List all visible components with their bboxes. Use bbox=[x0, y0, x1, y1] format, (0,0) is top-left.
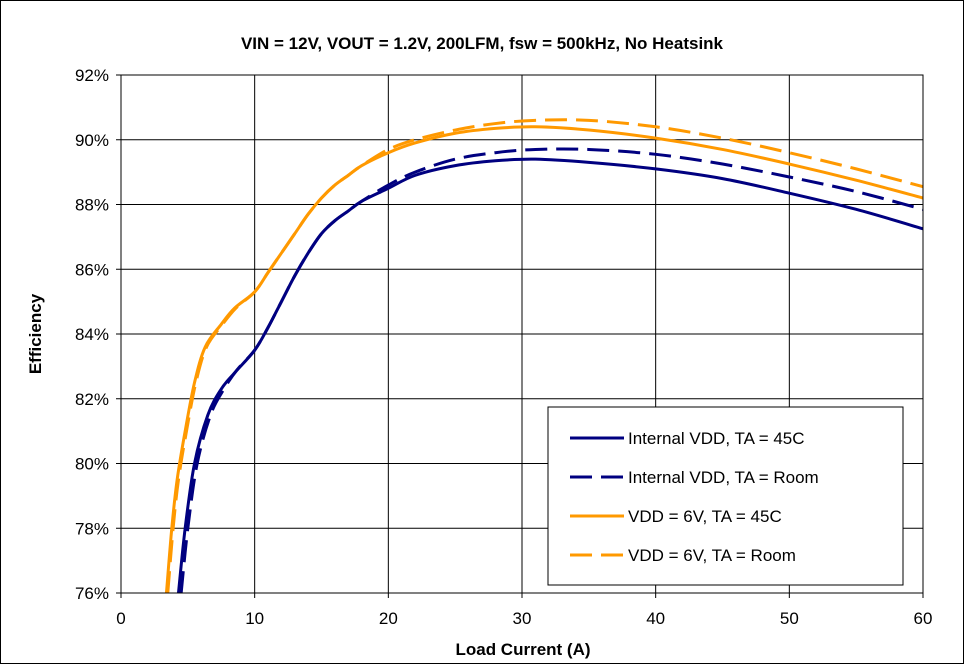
legend-label-1: Internal VDD, TA = 45C bbox=[628, 429, 805, 448]
x-tick-label: 10 bbox=[245, 609, 264, 628]
y-tick-label: 78% bbox=[75, 519, 109, 538]
y-axis-ticks: 76% 78% 80% 82% 84% 86% 88% 90% 92% bbox=[75, 66, 121, 603]
legend-label-3: VDD = 6V, TA = 45C bbox=[628, 507, 782, 526]
y-axis-title: Efficiency bbox=[26, 293, 45, 374]
x-tick-label: 0 bbox=[116, 609, 125, 628]
x-axis-ticks: 0 10 20 30 40 50 60 bbox=[116, 593, 932, 628]
x-tick-label: 50 bbox=[780, 609, 799, 628]
series-line-4 bbox=[166, 118, 923, 593]
grid bbox=[121, 75, 923, 593]
y-tick-label: 88% bbox=[75, 196, 109, 215]
y-tick-label: 76% bbox=[75, 584, 109, 603]
y-tick-label: 90% bbox=[75, 131, 109, 150]
x-tick-label: 40 bbox=[646, 609, 665, 628]
x-tick-label: 20 bbox=[379, 609, 398, 628]
y-tick-label: 84% bbox=[75, 325, 109, 344]
y-tick-label: 86% bbox=[75, 260, 109, 279]
series-lines bbox=[164, 118, 923, 593]
series-line-2 bbox=[179, 147, 923, 593]
x-tick-label: 60 bbox=[914, 609, 933, 628]
x-axis-title: Load Current (A) bbox=[455, 640, 590, 659]
legend-label-2: Internal VDD, TA = Room bbox=[628, 468, 819, 487]
y-tick-label: 92% bbox=[75, 66, 109, 85]
chart-title: VIN = 12V, VOUT = 1.2V, 200LFM, fsw = 50… bbox=[241, 34, 724, 53]
y-tick-label: 80% bbox=[75, 455, 109, 474]
legend: Internal VDD, TA = 45C Internal VDD, TA =… bbox=[547, 406, 904, 586]
y-tick-label: 82% bbox=[75, 390, 109, 409]
x-tick-label: 30 bbox=[513, 609, 532, 628]
legend-label-4: VDD = 6V, TA = Room bbox=[628, 546, 796, 565]
